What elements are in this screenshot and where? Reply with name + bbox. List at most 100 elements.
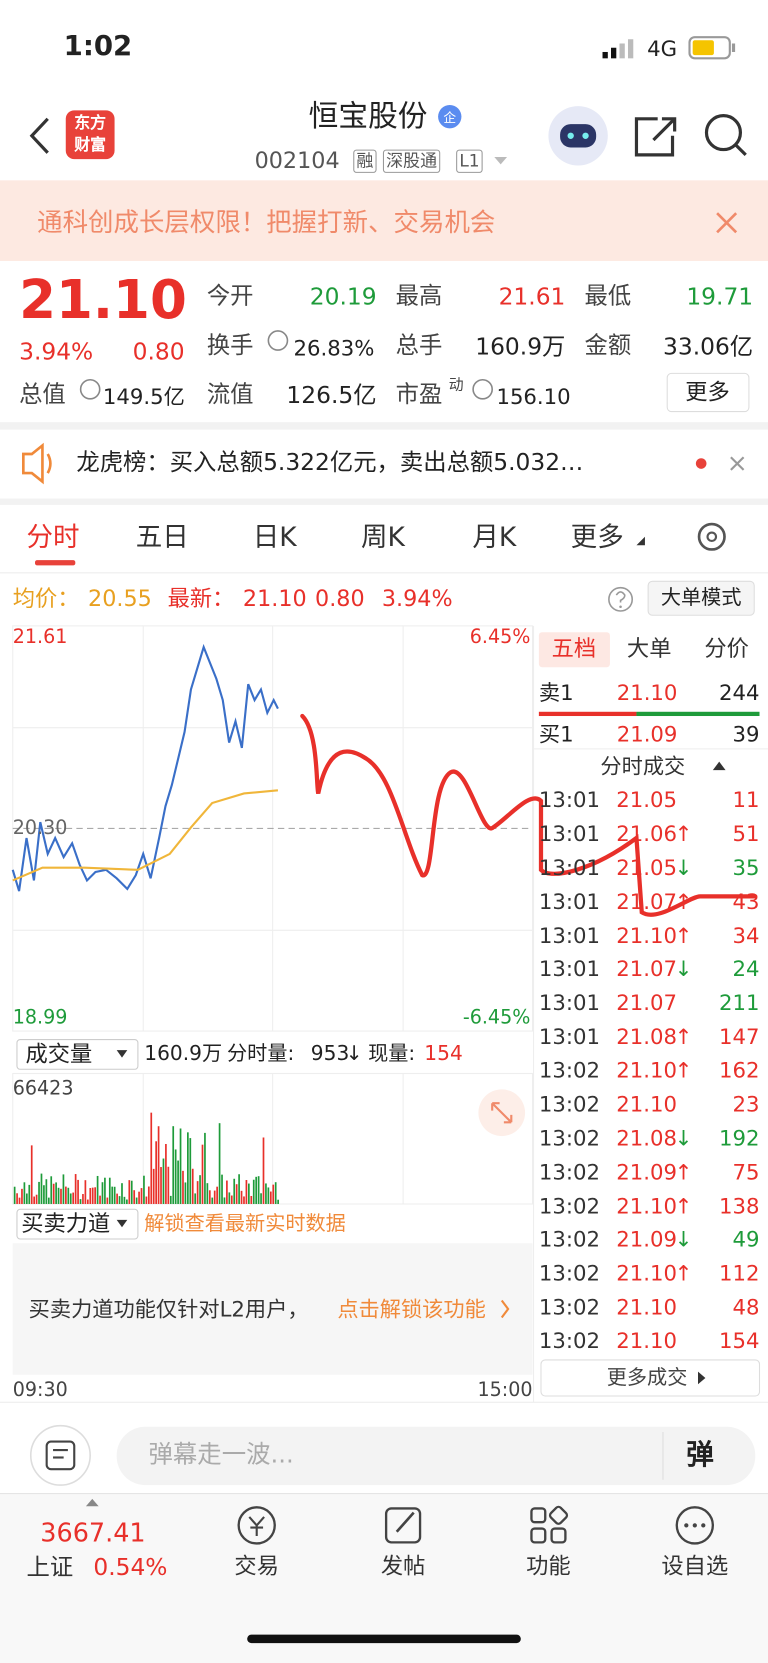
tab[interactable]: 月K bbox=[472, 521, 517, 553]
volume-bar bbox=[113, 1186, 116, 1204]
volume-bar bbox=[35, 1194, 38, 1204]
more-trades-text[interactable]: 更多成交 bbox=[606, 1365, 688, 1390]
field-value: 126.5亿 bbox=[286, 382, 377, 410]
comment-input[interactable] bbox=[116, 1426, 756, 1486]
nav-item[interactable]: 发帖 bbox=[380, 1553, 426, 1579]
comment-placeholder[interactable]: 弹幕走一波... bbox=[148, 1441, 294, 1469]
panel-tab[interactable]: 分价 bbox=[704, 635, 749, 662]
trade-price: 21.05 bbox=[616, 854, 678, 881]
panel-tab[interactable]: 五档 bbox=[551, 635, 597, 662]
price: 21.10 bbox=[19, 269, 187, 331]
trade-price: 21.10 bbox=[616, 1260, 678, 1286]
book-label: 买1 bbox=[538, 721, 574, 747]
trade-price: 21.10 bbox=[616, 1192, 678, 1219]
mode-button[interactable] bbox=[647, 580, 755, 616]
volume-bar bbox=[23, 1182, 26, 1204]
tab[interactable]: 分时 bbox=[26, 521, 80, 553]
panel-tab[interactable]: 大单 bbox=[626, 635, 672, 662]
trade-volume: 48 bbox=[732, 1294, 760, 1320]
volume-bar bbox=[206, 1183, 209, 1204]
volume-bar bbox=[62, 1174, 65, 1204]
unlock-link[interactable]: 点击解锁该功能 bbox=[337, 1296, 486, 1322]
back-icon[interactable] bbox=[29, 117, 49, 154]
logo-text: 财富 bbox=[74, 135, 107, 155]
share-icon[interactable] bbox=[634, 117, 677, 157]
more-trades-button[interactable] bbox=[540, 1359, 761, 1397]
trade-price: 21.06 bbox=[616, 820, 678, 847]
trade-time: 13:02 bbox=[538, 1125, 601, 1151]
volume-bar bbox=[208, 1190, 211, 1204]
tab[interactable]: 更多 bbox=[570, 521, 624, 553]
volume-bar bbox=[179, 1128, 182, 1204]
banner-text[interactable]: 通科创成长层权限！把握打新、交易机会 bbox=[37, 207, 496, 238]
trade-price: 21.10 bbox=[616, 922, 678, 948]
clock: 1:02 bbox=[63, 30, 133, 63]
volume-bar bbox=[165, 1143, 167, 1204]
volume-bar bbox=[230, 1195, 233, 1204]
settings-icon[interactable] bbox=[697, 522, 726, 551]
volume-bar bbox=[50, 1176, 53, 1204]
indicator-select[interactable]: 成交量 bbox=[25, 1041, 93, 1067]
unlock-text[interactable]: 解锁查看最新实时数据 bbox=[144, 1211, 346, 1236]
volume-bar bbox=[248, 1183, 250, 1204]
volume-bar bbox=[269, 1191, 272, 1204]
trade-price: 21.08 bbox=[616, 1125, 678, 1151]
volume-value: 154 bbox=[424, 1042, 463, 1066]
trade-price: 21.09 bbox=[616, 1226, 678, 1253]
volume-bar bbox=[177, 1160, 179, 1204]
volume-bar bbox=[143, 1175, 145, 1204]
trade-volume: 24 bbox=[732, 956, 760, 982]
danmaku-button[interactable]: 弹 bbox=[686, 1439, 714, 1472]
tab[interactable]: 周K bbox=[360, 521, 405, 553]
indicator-select[interactable]: 买卖力道 bbox=[21, 1210, 111, 1237]
field-value: 20.19 bbox=[309, 284, 377, 311]
stock-name: 恒宝股份 bbox=[308, 98, 428, 134]
nav-item[interactable]: 交易 bbox=[234, 1553, 279, 1579]
volume-bar bbox=[89, 1188, 92, 1204]
volume-bar bbox=[74, 1174, 77, 1204]
volume-total: 160.9万 bbox=[144, 1042, 223, 1066]
volume-bar bbox=[174, 1149, 177, 1204]
trades-title: 分时成交 bbox=[600, 753, 686, 779]
tag: 深股通 bbox=[382, 149, 441, 173]
latest-change: 0.80 bbox=[315, 586, 365, 612]
volume-bar bbox=[65, 1186, 67, 1204]
tab[interactable]: 日K bbox=[252, 521, 297, 553]
power-message: 买卖力道功能仅针对L2用户， bbox=[28, 1296, 309, 1322]
volume-bar bbox=[216, 1186, 218, 1204]
mode-button-text[interactable]: 大单模式 bbox=[660, 586, 742, 610]
close-icon[interactable] bbox=[716, 212, 738, 234]
volume-bar bbox=[38, 1181, 40, 1204]
trade-volume: 49 bbox=[732, 1226, 760, 1253]
volume-bar bbox=[274, 1182, 277, 1204]
volume-bar bbox=[111, 1186, 114, 1204]
search-icon[interactable] bbox=[704, 114, 743, 152]
trade-dir: ↑ bbox=[674, 1159, 693, 1185]
volume-bar bbox=[218, 1123, 221, 1204]
volume-arrow: ↓ bbox=[345, 1042, 363, 1066]
volume-bar bbox=[245, 1180, 248, 1204]
tab[interactable]: 五日 bbox=[135, 521, 189, 553]
axis-label: 20.30 bbox=[12, 816, 68, 840]
more-button[interactable] bbox=[666, 372, 750, 413]
book-price: 21.10 bbox=[616, 679, 678, 706]
volume-bar bbox=[272, 1184, 275, 1204]
book-label: 卖1 bbox=[538, 679, 574, 706]
book-volume: 244 bbox=[719, 679, 760, 706]
volume-bar bbox=[25, 1193, 28, 1204]
nav-item[interactable]: 功能 bbox=[526, 1553, 571, 1579]
more-button-text[interactable]: 更多 bbox=[685, 379, 730, 405]
field-sup: 动 bbox=[448, 376, 464, 394]
trade-time: 13:02 bbox=[538, 1091, 601, 1117]
volume-bar bbox=[213, 1190, 216, 1204]
nav-item[interactable]: 设自选 bbox=[661, 1553, 729, 1579]
volume-bar bbox=[60, 1188, 62, 1204]
trade-volume: 11 bbox=[732, 787, 760, 813]
trade-volume: 23 bbox=[732, 1091, 760, 1117]
notice-text[interactable]: 龙虎榜：买入总额5.322亿元，卖出总额5.032… bbox=[76, 449, 584, 477]
volume-bar bbox=[223, 1197, 226, 1204]
trade-time: 13:02 bbox=[538, 1192, 601, 1219]
field-label: 最高 bbox=[395, 283, 443, 310]
volume-bar bbox=[91, 1187, 94, 1204]
